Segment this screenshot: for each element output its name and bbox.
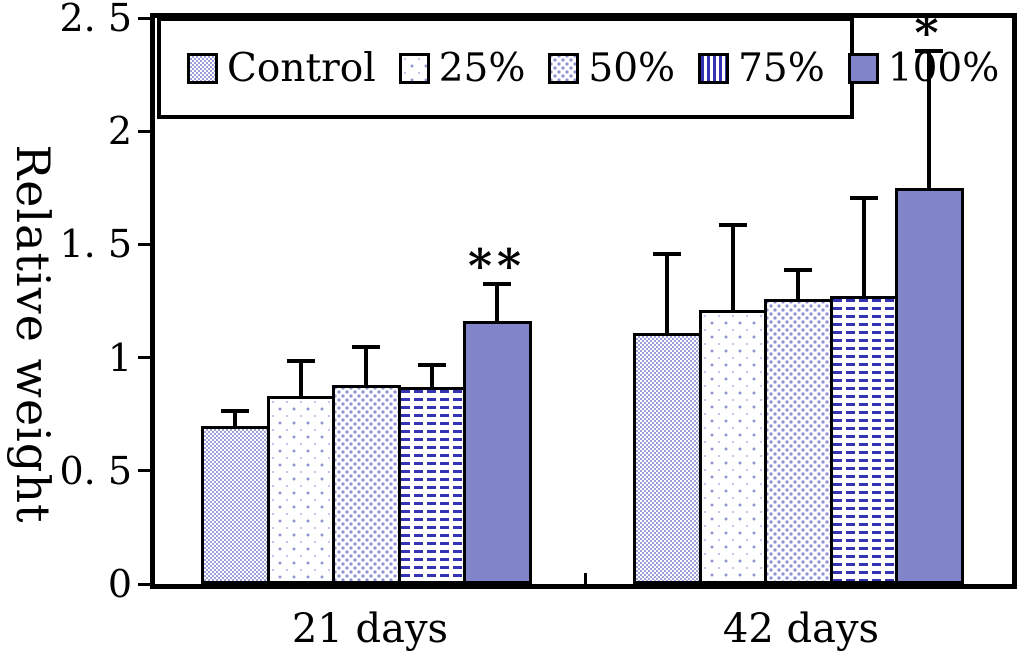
error-bar-line-75-42-days xyxy=(861,196,866,297)
legend-label-100: 100% xyxy=(887,45,1000,91)
error-bar-line-50-42-days xyxy=(796,269,800,299)
y-tick-label: 2. 5 xyxy=(59,0,132,40)
error-bar-cap-50-21-days xyxy=(352,345,380,350)
error-bar-cap-25-21-days xyxy=(286,358,315,363)
bar-50-42-days xyxy=(764,298,833,584)
legend: Control 25% 50% 75% 100% xyxy=(157,17,999,119)
legend-label-75: 75% xyxy=(738,45,825,91)
y-tick-label: 0 xyxy=(107,562,132,606)
error-bar-cap-50-42-days xyxy=(784,268,812,273)
error-bar-cap-75-21-days xyxy=(417,363,446,368)
error-bar-cap-control-21-days xyxy=(221,408,249,413)
significance-label: * xyxy=(914,5,944,60)
legend-label-25: 25% xyxy=(438,45,526,91)
bar-100-42-days xyxy=(895,187,964,584)
x-axis-label-42-days: 42 days xyxy=(722,606,880,652)
error-bar-line-25-42-days xyxy=(730,224,735,311)
legend-swatch-control-icon xyxy=(187,52,218,84)
error-bar-cap-75-42-days xyxy=(849,195,878,200)
plot-area: Control 25% 50% 75% 100% ** * xyxy=(150,5,1017,589)
bar-100-21-days xyxy=(463,321,532,584)
error-bar-cap-100-21-days xyxy=(483,281,511,286)
legend-label-control: Control xyxy=(227,45,376,91)
error-bar-line-25-21-days xyxy=(298,359,303,397)
error-bar-line-100-42-days xyxy=(927,49,931,188)
bar-control-42-days xyxy=(633,332,702,584)
error-bar-line-100-21-days xyxy=(495,282,499,322)
error-bar-cap-control-42-days xyxy=(653,252,681,257)
x-axis-divider-tick xyxy=(583,573,587,584)
error-bar-line-control-21-days xyxy=(233,409,237,426)
legend-item-25: 25% xyxy=(398,45,526,91)
y-tick xyxy=(138,582,150,586)
y-tick xyxy=(138,16,150,20)
x-axis-label-21-days: 21 days xyxy=(291,606,449,652)
legend-item-50: 50% xyxy=(548,46,675,91)
legend-label-50: 50% xyxy=(588,45,676,91)
bar-75-42-days xyxy=(829,296,898,584)
bar-50-21-days xyxy=(332,384,401,584)
error-bar-line-75-21-days xyxy=(429,364,434,388)
legend-item-control: Control xyxy=(187,46,376,91)
legend-swatch-50-icon xyxy=(548,52,580,84)
legend-swatch-25-icon xyxy=(398,52,430,84)
bar-25-42-days xyxy=(698,310,767,584)
y-tick-label: 0. 5 xyxy=(59,448,132,493)
legend-item-100: 100% xyxy=(847,45,1000,91)
y-tick-label: 1 xyxy=(107,335,132,380)
legend-item-75: 75% xyxy=(698,46,825,91)
y-tick xyxy=(138,242,150,246)
y-tick xyxy=(138,129,150,133)
y-tick xyxy=(138,469,150,473)
error-bar-line-control-42-days xyxy=(665,253,669,333)
bar-control-21-days xyxy=(201,425,270,584)
legend-swatch-75-icon xyxy=(698,52,730,84)
error-bar-line-50-21-days xyxy=(364,346,368,385)
y-tick-label: 1. 5 xyxy=(59,222,132,267)
y-tick xyxy=(138,356,150,360)
error-bar-cap-100-42-days xyxy=(915,48,943,53)
bar-25-21-days xyxy=(266,396,335,584)
significance-label: ** xyxy=(467,238,527,293)
y-tick-label: 2 xyxy=(107,109,132,154)
legend-swatch-100-icon xyxy=(847,52,879,84)
error-bar-cap-25-42-days xyxy=(718,223,747,228)
bar-75-21-days xyxy=(397,387,466,584)
